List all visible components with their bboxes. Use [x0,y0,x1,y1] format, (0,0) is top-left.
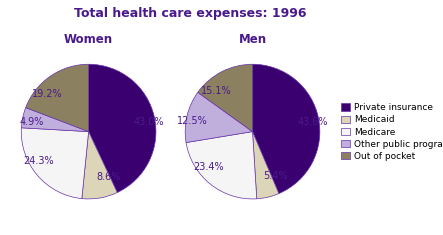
Wedge shape [185,92,253,143]
Text: 8.6%: 8.6% [96,172,120,182]
Wedge shape [253,132,279,199]
Wedge shape [89,64,156,192]
Text: 43.6%: 43.6% [297,118,328,127]
Wedge shape [26,64,89,132]
Wedge shape [186,132,257,199]
Title: Men: Men [238,33,267,46]
Title: Women: Women [64,33,113,46]
Text: 5.4%: 5.4% [263,171,288,181]
Text: 15.1%: 15.1% [201,86,232,96]
Text: 12.5%: 12.5% [177,116,208,126]
Wedge shape [21,108,89,132]
Wedge shape [253,64,320,194]
Text: 43.0%: 43.0% [133,117,164,127]
Text: 23.4%: 23.4% [193,162,224,172]
Wedge shape [198,64,253,132]
Legend: Private insurance, Medicaid, Medicare, Other public programs, Out of pocket: Private insurance, Medicaid, Medicare, O… [341,103,443,161]
Text: 19.2%: 19.2% [32,89,62,99]
Text: 4.9%: 4.9% [19,117,44,127]
Text: Total health care expenses: 1996: Total health care expenses: 1996 [74,7,307,20]
Text: 24.3%: 24.3% [23,156,54,166]
Wedge shape [82,132,117,199]
Wedge shape [21,128,89,199]
